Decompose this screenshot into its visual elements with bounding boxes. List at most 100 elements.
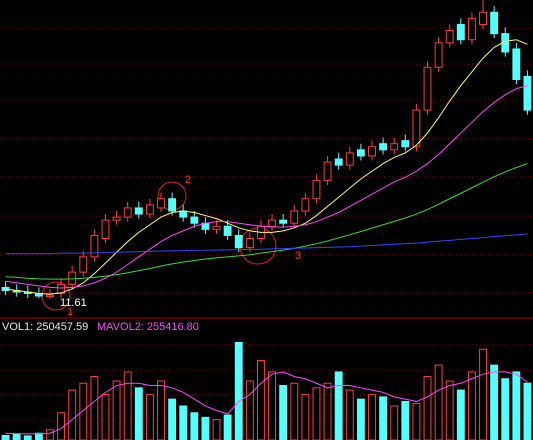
candle-body [79, 256, 88, 273]
volume-bar [212, 419, 221, 440]
candle-body [301, 198, 310, 212]
volume-bar [268, 371, 276, 440]
volume-bar [257, 360, 265, 440]
volume-bar [445, 380, 454, 440]
volume-bar [134, 387, 143, 440]
volume-bar [12, 433, 21, 440]
candle-body [445, 30, 454, 44]
candle-body [245, 238, 254, 249]
candle-body [223, 225, 232, 236]
moving-average-line [5, 163, 528, 280]
candle-body [157, 198, 165, 209]
volume-bar [467, 371, 476, 440]
candle-body [123, 207, 132, 218]
volume-bar [490, 364, 499, 440]
candle-body [456, 23, 465, 41]
volume-bar [290, 382, 299, 440]
volume-bar [157, 380, 165, 440]
candle-body [356, 149, 365, 157]
candle-body [323, 161, 332, 181]
candle-body [345, 152, 354, 166]
candle-body [46, 294, 54, 298]
volume-bar [434, 364, 443, 440]
volume-bar [334, 371, 343, 440]
candle-body [212, 225, 221, 230]
candle-body [190, 216, 199, 224]
candle-body [279, 219, 288, 224]
volume-bar [512, 371, 521, 440]
volume-bar [479, 348, 487, 440]
volume-bar [279, 385, 288, 440]
candle-body [467, 17, 476, 41]
volume-bar [345, 389, 354, 440]
volume-bar [245, 380, 254, 440]
candle-body [112, 216, 121, 221]
candle-body [234, 234, 243, 249]
volume-bar [201, 416, 210, 440]
volume-bar [312, 387, 321, 440]
candle-body [268, 219, 276, 227]
annotation: 11.61 [60, 297, 87, 309]
volume-bar [168, 398, 177, 440]
candle-body [434, 42, 443, 68]
candle-body [490, 11, 499, 35]
candle-body [312, 179, 321, 200]
volume-bar [323, 382, 332, 440]
moving-average-line [5, 39, 528, 295]
candle-body [134, 207, 143, 215]
candle-body [523, 75, 532, 111]
candle-body [101, 219, 110, 239]
volume-bar [123, 371, 132, 440]
candle-body [334, 158, 343, 166]
volume-bar [190, 412, 199, 440]
candle-body [57, 283, 66, 295]
volume-bar [145, 394, 154, 440]
volume-bar [401, 400, 410, 440]
volume-bar [79, 382, 88, 440]
volume-bar [412, 403, 421, 440]
annotation: 2 [185, 174, 191, 186]
volume-bar [179, 405, 188, 440]
moving-average-line [5, 233, 528, 255]
volume-bar [68, 389, 77, 440]
volume-bar [23, 435, 32, 440]
volume-header: VOL1: 250457.59 [2, 321, 88, 333]
volume-bar [1, 434, 10, 440]
candle-body [412, 109, 421, 148]
volume-bar [301, 394, 310, 440]
volume-bar [223, 414, 232, 440]
volume-bar [368, 394, 376, 440]
volume-bar [90, 375, 99, 440]
volume-ma-header: MAVOL2: 255416.80 [97, 321, 199, 333]
volume-bar [423, 375, 432, 440]
candle-body [379, 143, 388, 151]
moving-average-line [5, 85, 528, 289]
volume-bar [34, 432, 43, 440]
candle-body [145, 204, 154, 215]
volume-bar [234, 341, 243, 440]
candle-body [168, 198, 177, 212]
annotation: 3 [295, 250, 301, 262]
annotation: 1 [67, 306, 73, 318]
candle-body [179, 210, 188, 218]
candle-body [423, 66, 432, 111]
candle-body [368, 146, 376, 157]
candle-body [390, 143, 399, 151]
candle-body [290, 210, 299, 224]
candle-body [90, 234, 99, 258]
volume-bar [390, 405, 399, 440]
volume-bar [379, 396, 388, 440]
volume-bar [46, 429, 54, 440]
candle-body [479, 11, 487, 25]
volume-ma-line [5, 371, 528, 435]
volume-bar [501, 378, 510, 440]
volume-bar [356, 398, 365, 440]
candle-body [512, 48, 521, 80]
candle-body [401, 140, 410, 148]
volume-bar [456, 389, 465, 440]
volume-bar [523, 382, 532, 440]
volume-bar [112, 380, 121, 440]
